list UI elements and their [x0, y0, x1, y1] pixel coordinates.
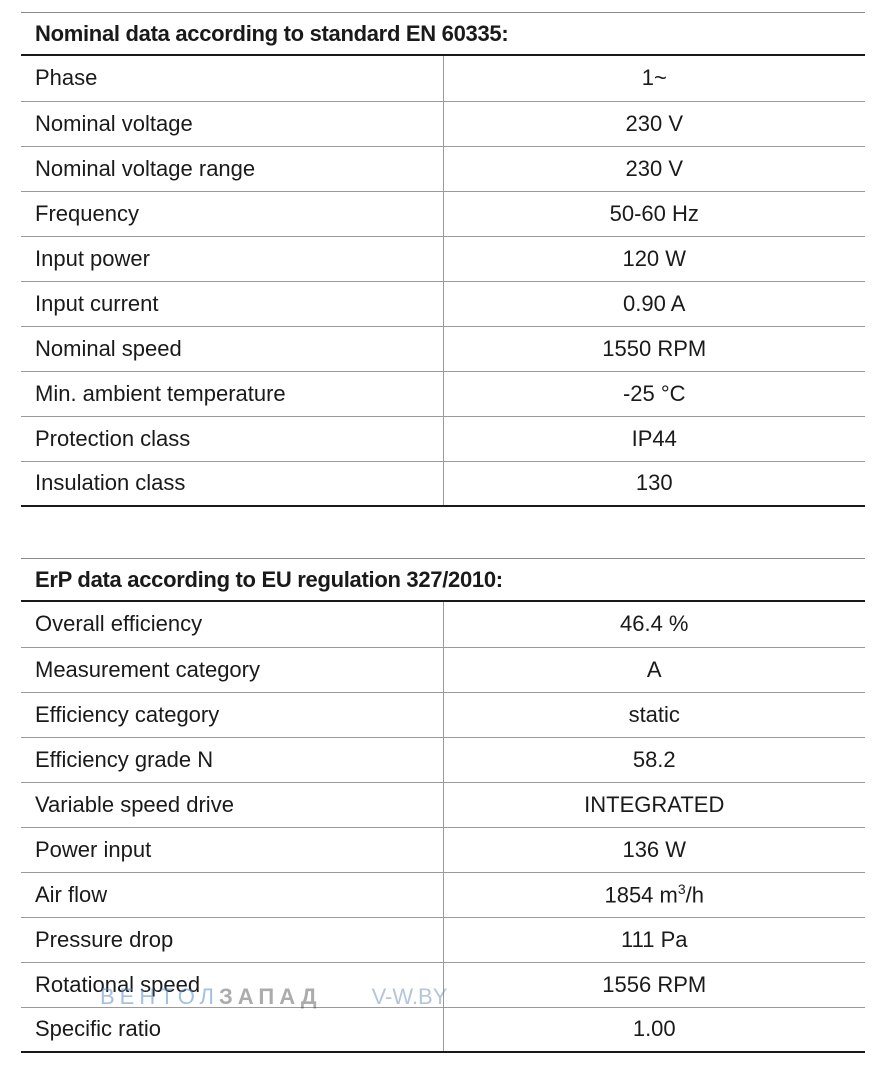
air-flow-exponent: 3 [677, 880, 686, 897]
table-row: Input power 120 W [21, 236, 865, 282]
table-row: Phase 1~ [21, 56, 865, 102]
table-row: Min. ambient temperature -25 °C [21, 371, 865, 417]
table-row: Nominal voltage 230 V [21, 101, 865, 147]
row-label: Nominal voltage [21, 101, 444, 147]
nominal-data-title: Nominal data according to standard EN 60… [21, 12, 865, 56]
row-value: -25 °C [443, 371, 865, 417]
row-value: 46.4 % [443, 602, 865, 648]
row-label: Rotational speed [21, 962, 444, 1008]
row-value: 1854 m3/h [443, 872, 865, 918]
table-row: Efficiency grade N 58.2 [21, 737, 865, 783]
table-row: Input current 0.90 A [21, 281, 865, 327]
nominal-data-table: Phase 1~ Nominal voltage 230 V Nominal vol… [21, 56, 865, 507]
row-value: A [443, 647, 865, 693]
row-value: INTEGRATED [443, 782, 865, 828]
row-label: Pressure drop [21, 917, 444, 963]
row-value: 230 V [443, 146, 865, 192]
row-value: 50-60 Hz [443, 191, 865, 237]
row-value: 1556 RPM [443, 962, 865, 1008]
table-row: Variable speed drive INTEGRATED [21, 782, 865, 828]
row-value: static [443, 692, 865, 738]
row-label: Protection class [21, 416, 444, 462]
table-row: Protection class IP44 [21, 416, 865, 462]
row-label: Efficiency grade N [21, 737, 444, 783]
table-row: Power input 136 W [21, 827, 865, 873]
table-row: Efficiency category static [21, 692, 865, 738]
row-value: 130 [443, 461, 865, 507]
row-label: Efficiency category [21, 692, 444, 738]
table-row: Frequency 50-60 Hz [21, 191, 865, 237]
erp-data-section: ErP data according to EU regulation 327/… [21, 558, 865, 1053]
nominal-data-section: Nominal data according to standard EN 60… [21, 12, 865, 507]
air-flow-unit-suffix: /h [685, 882, 705, 908]
row-value: 58.2 [443, 737, 865, 783]
table-row: Overall efficiency 46.4 % [21, 602, 865, 648]
row-value: 1.00 [443, 1007, 865, 1053]
row-label: Min. ambient temperature [21, 371, 444, 417]
row-label: Input power [21, 236, 444, 282]
table-row: Nominal speed 1550 RPM [21, 326, 865, 372]
table-row: Rotational speed 1556 RPM [21, 962, 865, 1008]
row-label: Phase [21, 56, 444, 102]
row-label: Input current [21, 281, 444, 327]
row-label: Specific ratio [21, 1007, 444, 1053]
row-value: 136 W [443, 827, 865, 873]
row-label: Variable speed drive [21, 782, 444, 828]
row-label: Power input [21, 827, 444, 873]
row-value: 230 V [443, 101, 865, 147]
table-row: Measurement category A [21, 647, 865, 693]
air-flow-value: 1854 m [604, 882, 678, 908]
row-label: Nominal voltage range [21, 146, 444, 192]
table-row: Specific ratio 1.00 [21, 1007, 865, 1053]
row-value: 0.90 A [443, 281, 865, 327]
table-row: Insulation class 130 [21, 461, 865, 507]
table-row: Air flow 1854 m3/h [21, 872, 865, 918]
erp-data-table: Overall efficiency 46.4 % Measurement cat… [21, 602, 865, 1053]
table-row: Pressure drop 111 Pa [21, 917, 865, 963]
table-row: Nominal voltage range 230 V [21, 146, 865, 192]
row-label: Air flow [21, 872, 444, 918]
row-label: Frequency [21, 191, 444, 237]
row-label: Nominal speed [21, 326, 444, 372]
erp-data-title: ErP data according to EU regulation 327/… [21, 558, 865, 602]
row-label: Overall efficiency [21, 602, 444, 648]
row-value: 1550 RPM [443, 326, 865, 372]
row-value: 120 W [443, 236, 865, 282]
row-label: Insulation class [21, 461, 444, 507]
row-label: Measurement category [21, 647, 444, 693]
row-value: 111 Pa [443, 917, 865, 963]
row-value: 1~ [443, 56, 865, 102]
row-value: IP44 [443, 416, 865, 462]
